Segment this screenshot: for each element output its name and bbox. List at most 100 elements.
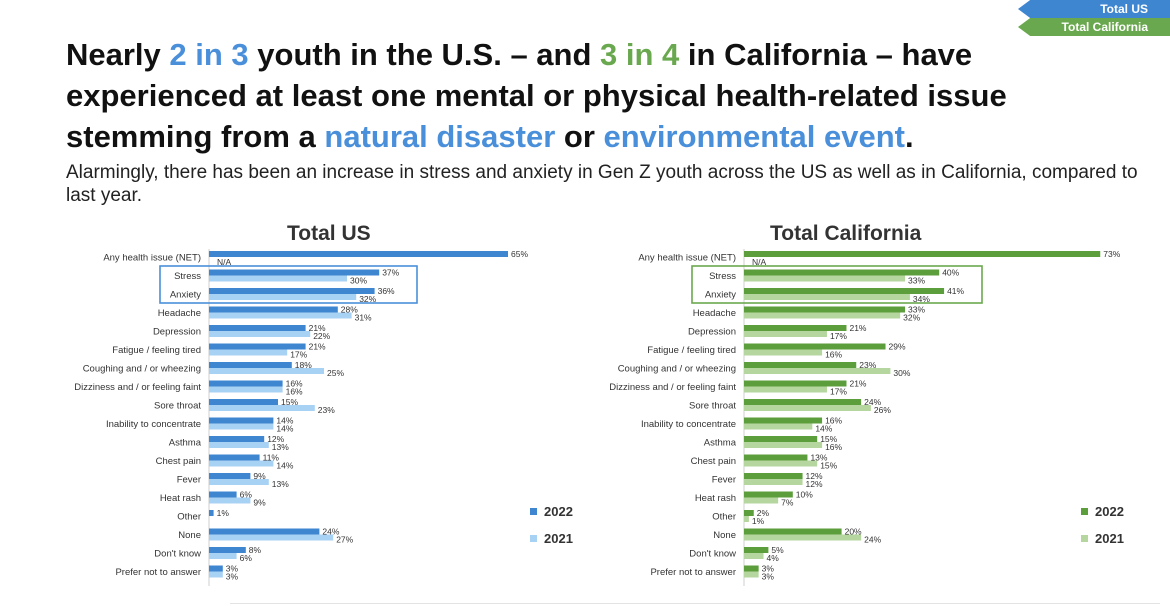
- bar-2021-us: [209, 312, 352, 319]
- category-label-us: Headache: [158, 308, 201, 319]
- bar-2021-ca: [744, 553, 764, 559]
- bar-2021-us: [209, 405, 315, 411]
- value-label-2021-us: 31%: [355, 313, 372, 323]
- bar-2022-us: [209, 528, 320, 535]
- bar-2021-ca: [744, 405, 871, 411]
- bar-2022-us: [209, 491, 237, 498]
- bar-2021-ca: [744, 275, 906, 282]
- value-label-2022-us: 21%: [309, 342, 326, 352]
- value-label-2022-ca: 13%: [810, 453, 827, 463]
- bar-2022-us: [209, 325, 306, 331]
- bar-2022-ca: [744, 510, 754, 516]
- value-label-2022-us: 65%: [511, 249, 528, 259]
- tab-total-us[interactable]: Total US: [1018, 0, 1170, 18]
- bar-2022-ca: [744, 436, 818, 442]
- headline-highlight-us: 2 in 3: [169, 37, 249, 72]
- bar-2021-ca: [744, 331, 827, 337]
- value-label-2021-ca: 17%: [830, 331, 847, 341]
- value-label-2021-us: 25%: [327, 368, 344, 378]
- bar-2022-us: [209, 380, 283, 387]
- value-label-2021-ca: 14%: [815, 424, 832, 434]
- value-label-2021-ca: 32%: [903, 313, 920, 323]
- value-label-2022-us: 16%: [286, 379, 303, 389]
- category-label-us: Prefer not to answer: [115, 567, 201, 578]
- category-label-ca: Chest pain: [691, 456, 736, 467]
- bar-2022-ca: [744, 528, 842, 535]
- category-label-us: Depression: [153, 327, 201, 338]
- bar-2021-us: [209, 386, 283, 393]
- category-label-ca: Headache: [693, 308, 736, 319]
- value-label-2022-us: 3%: [226, 564, 239, 574]
- category-label-ca: Stress: [709, 271, 736, 282]
- legend-swatch-2021-us: [530, 535, 537, 542]
- bar-2021-us: [209, 460, 274, 467]
- bar-2021-ca: [744, 479, 803, 485]
- value-label-2021-ca: 16%: [825, 350, 842, 360]
- bar-2022-ca: [744, 269, 940, 276]
- value-label-2021-us: 23%: [318, 405, 335, 415]
- category-label-ca: Coughing and / or wheezing: [618, 364, 736, 375]
- legend-label-2022-ca: 2022: [1095, 504, 1124, 519]
- value-label-2022-us: 21%: [309, 323, 326, 333]
- bar-2021-us: [209, 553, 237, 559]
- bar-2022-us: [209, 454, 260, 461]
- value-label-2022-ca: 2%: [757, 508, 770, 518]
- value-label-2021-ca: N/A: [752, 257, 767, 267]
- headline-highlight-ca: 3 in 4: [600, 37, 680, 72]
- bar-2021-us: [209, 534, 334, 541]
- chart-title-us: Total US: [287, 222, 371, 245]
- tab-total-california[interactable]: Total California: [1018, 18, 1170, 36]
- value-label-2022-ca: 5%: [771, 545, 784, 555]
- bar-2022-us: [209, 306, 338, 313]
- bar-2022-ca: [744, 380, 847, 387]
- headline-highlight-environmental: environmental event: [603, 119, 905, 154]
- bar-2021-ca: [744, 571, 759, 578]
- value-label-2021-ca: 3%: [762, 572, 775, 582]
- value-label-2021-us: 30%: [350, 276, 367, 286]
- bar-2022-us: [209, 547, 246, 553]
- bar-2021-ca: [744, 368, 891, 374]
- bar-2022-us: [209, 510, 214, 516]
- value-label-2022-us: 12%: [267, 434, 284, 444]
- value-label-2022-us: 9%: [253, 471, 266, 481]
- value-label-2021-ca: 30%: [893, 368, 910, 378]
- category-label-us: Dizziness and / or feeling faint: [74, 382, 201, 393]
- value-label-2022-ca: 40%: [942, 268, 959, 278]
- bar-2022-us: [209, 362, 292, 368]
- value-label-2021-us: 6%: [240, 553, 253, 563]
- highlight-box-ca: [691, 265, 983, 304]
- legend-swatch-2022-ca: [1081, 508, 1088, 515]
- category-label-ca: Asthma: [704, 438, 737, 449]
- category-label-ca: Fever: [712, 475, 736, 486]
- bar-2022-us: [209, 417, 274, 424]
- bar-2021-ca: [744, 516, 749, 522]
- bar-2022-ca: [744, 454, 808, 461]
- bar-2022-ca: [744, 251, 1101, 257]
- bar-2022-ca: [744, 565, 759, 572]
- value-label-2022-us: 1%: [217, 508, 230, 518]
- bar-2021-us: [209, 442, 269, 448]
- bar-2022-ca: [744, 288, 945, 294]
- bar-2021-ca: [744, 460, 818, 467]
- value-label-2021-ca: 33%: [908, 276, 925, 286]
- category-label-us: Coughing and / or wheezing: [83, 364, 201, 375]
- bar-2022-ca: [744, 417, 823, 424]
- value-label-2022-ca: 12%: [806, 471, 823, 481]
- bar-2022-us: [209, 399, 278, 405]
- value-label-2021-us: 14%: [276, 424, 293, 434]
- bar-2021-ca: [744, 349, 823, 356]
- value-label-2022-us: 28%: [341, 305, 358, 315]
- value-label-2021-us: 27%: [336, 535, 353, 545]
- bar-2022-ca: [744, 399, 862, 405]
- category-label-us: Fatigue / feeling tired: [112, 345, 201, 356]
- value-label-2022-ca: 33%: [908, 305, 925, 315]
- highlight-box-us: [159, 265, 418, 304]
- page-title: Nearly 2 in 3 youth in the U.S. – and 3 …: [66, 34, 1146, 157]
- category-label-us: Sore throat: [154, 401, 201, 412]
- bar-2021-ca: [744, 423, 813, 430]
- category-label-ca: Prefer not to answer: [650, 567, 736, 578]
- legend-swatch-2021-ca: [1081, 535, 1088, 542]
- chart-title-california: Total California: [770, 222, 922, 245]
- bar-2022-ca: [744, 473, 803, 479]
